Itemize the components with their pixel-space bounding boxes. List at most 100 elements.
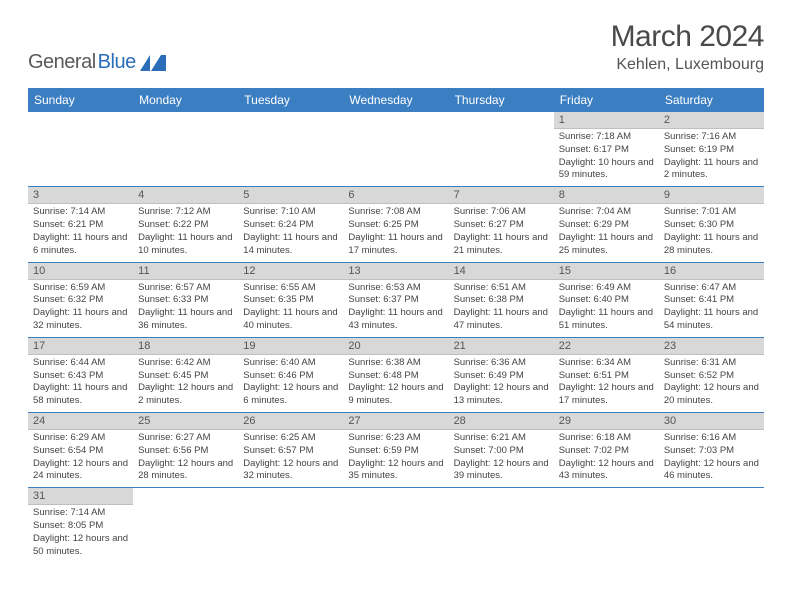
day-cell: 6Sunrise: 7:08 AMSunset: 6:25 PMDaylight… [343,187,448,262]
daylight-text: Daylight: 11 hours and 40 minutes. [243,307,338,333]
day-number: 24 [28,413,133,430]
sunset-text: Sunset: 6:57 PM [243,445,338,458]
day-cell: 29Sunrise: 6:18 AMSunset: 7:02 PMDayligh… [554,413,659,488]
day-number: 23 [659,338,764,355]
location: Kehlen, Luxembourg [611,56,764,74]
day-body: Sunrise: 7:14 AMSunset: 6:21 PMDaylight:… [28,204,133,261]
sunset-text: Sunset: 6:21 PM [33,219,128,232]
sunset-text: Sunset: 6:32 PM [33,294,128,307]
day-number: 22 [554,338,659,355]
day-cell: 18Sunrise: 6:42 AMSunset: 6:45 PMDayligh… [133,337,238,412]
calendar-table: Sunday Monday Tuesday Wednesday Thursday… [28,88,764,563]
sunrise-text: Sunrise: 6:29 AM [33,432,128,445]
sunrise-text: Sunrise: 7:10 AM [243,206,338,219]
day-cell: 19Sunrise: 6:40 AMSunset: 6:46 PMDayligh… [238,337,343,412]
daylight-text: Daylight: 12 hours and 43 minutes. [559,458,654,484]
day-body: Sunrise: 7:12 AMSunset: 6:22 PMDaylight:… [133,204,238,261]
daylight-text: Daylight: 11 hours and 28 minutes. [664,232,759,258]
sunset-text: Sunset: 6:45 PM [138,370,233,383]
day-body: Sunrise: 6:29 AMSunset: 6:54 PMDaylight:… [28,430,133,487]
day-body: Sunrise: 6:51 AMSunset: 6:38 PMDaylight:… [449,280,554,337]
daylight-text: Daylight: 12 hours and 28 minutes. [138,458,233,484]
day-body: Sunrise: 6:34 AMSunset: 6:51 PMDaylight:… [554,355,659,412]
day-cell [28,112,133,187]
day-body: Sunrise: 6:40 AMSunset: 6:46 PMDaylight:… [238,355,343,412]
sunrise-text: Sunrise: 6:18 AM [559,432,654,445]
sunrise-text: Sunrise: 6:38 AM [348,357,443,370]
sunset-text: Sunset: 6:56 PM [138,445,233,458]
sunset-text: Sunset: 7:02 PM [559,445,654,458]
daylight-text: Daylight: 12 hours and 46 minutes. [664,458,759,484]
day-cell: 2Sunrise: 7:16 AMSunset: 6:19 PMDaylight… [659,112,764,187]
day-number: 4 [133,187,238,204]
day-cell [659,488,764,563]
day-cell: 13Sunrise: 6:53 AMSunset: 6:37 PMDayligh… [343,262,448,337]
day-cell [343,112,448,187]
daylight-text: Daylight: 11 hours and 17 minutes. [348,232,443,258]
sunset-text: Sunset: 6:52 PM [664,370,759,383]
sunrise-text: Sunrise: 6:47 AM [664,282,759,295]
sunrise-text: Sunrise: 7:16 AM [664,131,759,144]
daylight-text: Daylight: 11 hours and 51 minutes. [559,307,654,333]
day-number: 9 [659,187,764,204]
daylight-text: Daylight: 12 hours and 35 minutes. [348,458,443,484]
day-cell: 23Sunrise: 6:31 AMSunset: 6:52 PMDayligh… [659,337,764,412]
day-cell: 25Sunrise: 6:27 AMSunset: 6:56 PMDayligh… [133,413,238,488]
sunset-text: Sunset: 6:40 PM [559,294,654,307]
sunset-text: Sunset: 6:49 PM [454,370,549,383]
daylight-text: Daylight: 10 hours and 59 minutes. [559,157,654,183]
day-cell: 26Sunrise: 6:25 AMSunset: 6:57 PMDayligh… [238,413,343,488]
sunset-text: Sunset: 6:48 PM [348,370,443,383]
sunrise-text: Sunrise: 6:55 AM [243,282,338,295]
day-cell [238,112,343,187]
sunrise-text: Sunrise: 6:27 AM [138,432,233,445]
daylight-text: Daylight: 11 hours and 10 minutes. [138,232,233,258]
day-number: 20 [343,338,448,355]
week-row: 24Sunrise: 6:29 AMSunset: 6:54 PMDayligh… [28,413,764,488]
daylight-text: Daylight: 12 hours and 50 minutes. [33,533,128,559]
sunrise-text: Sunrise: 7:08 AM [348,206,443,219]
day-cell: 22Sunrise: 6:34 AMSunset: 6:51 PMDayligh… [554,337,659,412]
sunrise-text: Sunrise: 6:25 AM [243,432,338,445]
month-title: March 2024 [611,20,764,54]
day-body: Sunrise: 6:18 AMSunset: 7:02 PMDaylight:… [554,430,659,487]
day-cell: 1Sunrise: 7:18 AMSunset: 6:17 PMDaylight… [554,112,659,187]
sunset-text: Sunset: 6:38 PM [454,294,549,307]
day-number: 7 [449,187,554,204]
sunrise-text: Sunrise: 6:59 AM [33,282,128,295]
day-number: 1 [554,112,659,129]
day-body: Sunrise: 7:10 AMSunset: 6:24 PMDaylight:… [238,204,343,261]
sunset-text: Sunset: 6:59 PM [348,445,443,458]
sunrise-text: Sunrise: 6:31 AM [664,357,759,370]
day-number: 2 [659,112,764,129]
title-block: March 2024 Kehlen, Luxembourg [611,20,764,74]
day-cell: 8Sunrise: 7:04 AMSunset: 6:29 PMDaylight… [554,187,659,262]
day-cell: 4Sunrise: 7:12 AMSunset: 6:22 PMDaylight… [133,187,238,262]
day-number: 26 [238,413,343,430]
sunset-text: Sunset: 6:24 PM [243,219,338,232]
col-fri: Friday [554,88,659,112]
sunset-text: Sunset: 6:46 PM [243,370,338,383]
week-row: 10Sunrise: 6:59 AMSunset: 6:32 PMDayligh… [28,262,764,337]
day-cell: 5Sunrise: 7:10 AMSunset: 6:24 PMDaylight… [238,187,343,262]
sunrise-text: Sunrise: 6:36 AM [454,357,549,370]
day-number: 28 [449,413,554,430]
day-body: Sunrise: 6:38 AMSunset: 6:48 PMDaylight:… [343,355,448,412]
day-body: Sunrise: 6:55 AMSunset: 6:35 PMDaylight:… [238,280,343,337]
day-cell: 3Sunrise: 7:14 AMSunset: 6:21 PMDaylight… [28,187,133,262]
day-number: 6 [343,187,448,204]
day-cell: 14Sunrise: 6:51 AMSunset: 6:38 PMDayligh… [449,262,554,337]
col-wed: Wednesday [343,88,448,112]
day-body: Sunrise: 6:21 AMSunset: 7:00 PMDaylight:… [449,430,554,487]
flag-icon [140,55,166,71]
sunset-text: Sunset: 7:00 PM [454,445,549,458]
day-cell [133,488,238,563]
col-sat: Saturday [659,88,764,112]
day-number: 11 [133,263,238,280]
day-number: 3 [28,187,133,204]
day-number: 5 [238,187,343,204]
day-body: Sunrise: 6:44 AMSunset: 6:43 PMDaylight:… [28,355,133,412]
sunrise-text: Sunrise: 7:06 AM [454,206,549,219]
day-cell: 9Sunrise: 7:01 AMSunset: 6:30 PMDaylight… [659,187,764,262]
week-row: 3Sunrise: 7:14 AMSunset: 6:21 PMDaylight… [28,187,764,262]
